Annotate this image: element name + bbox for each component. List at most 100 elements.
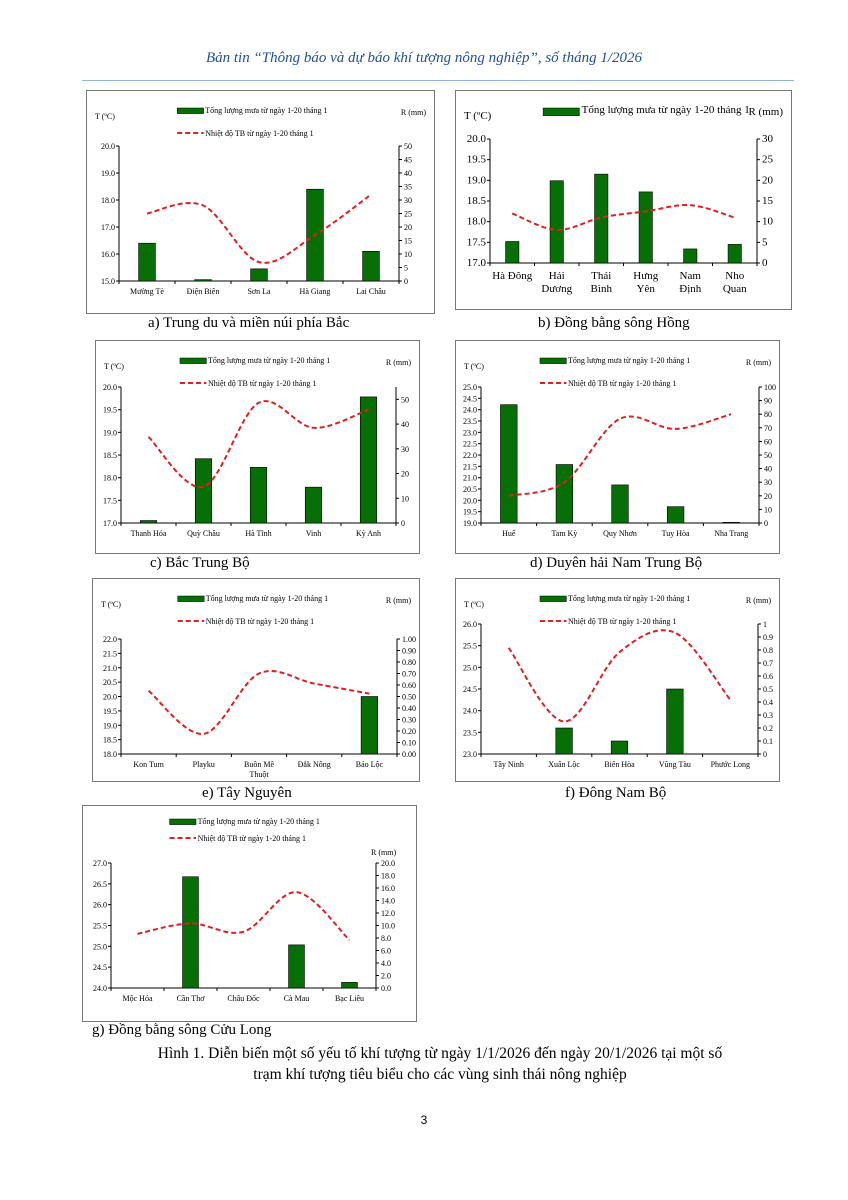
left-tick-label: 21.0	[103, 664, 117, 673]
right-tick-label: 0.3	[763, 711, 773, 720]
chart-f: 23.0 23.5 24.0 24.5 25.0 25.5 26.0 0 0.1 0.2 0.3 0.…	[455, 578, 780, 782]
left-tick-label: 19.0	[463, 519, 477, 528]
legend-rain-label: Tổng lượng mưa từ ngày 1-20 tháng 1	[205, 106, 327, 115]
right-tick-label: 30	[762, 133, 774, 145]
left-tick-label: 24.5	[463, 685, 477, 694]
category-label: Buôn Mê Thuột	[244, 760, 274, 779]
left-tick-label: 27.0	[93, 859, 107, 868]
right-tick-label: 0	[764, 519, 768, 528]
chart-svg: 23.0 23.5 24.0 24.5 25.0 25.5 26.0 0 0.1 0.2 0.3 0.…	[463, 594, 773, 769]
left-tick-label: 19.0	[467, 174, 487, 186]
legend-rain-label: Tổng lượng mưa từ ngày 1-20 tháng 1	[198, 817, 320, 826]
chart-svg: 15.0 16.0 17.0 18.0 19.0 20.0 0 5 10 15 20 25 30 35 40…	[95, 106, 426, 296]
legend-temp-label: Nhiệt độ TB từ ngày 1-20 tháng 1	[568, 617, 676, 626]
rain-bar	[611, 484, 629, 524]
right-tick-label: 0.90	[402, 647, 416, 656]
right-tick-label: 40	[404, 169, 412, 178]
right-tick-label: 90	[764, 397, 772, 406]
category-label-line: Xuân Lộc	[548, 760, 580, 769]
category-label-line: Kon Tum	[133, 760, 164, 769]
category-label-line: Thanh Hóa	[131, 529, 167, 538]
left-tick-label: 23.5	[463, 417, 477, 426]
right-tick-label: 0	[763, 750, 767, 759]
legend-rain-label: Tổng lượng mưa từ ngày 1-20 tháng 1	[206, 594, 328, 603]
right-tick-label: 5	[404, 264, 408, 273]
rain-bar	[139, 520, 158, 524]
right-tick-label: 12.0	[381, 909, 395, 918]
right-tick-label: 6.0	[381, 947, 391, 956]
left-tick-label: 18.5	[103, 736, 117, 745]
rain-bar	[194, 458, 213, 524]
right-tick-label: 0.9	[763, 633, 773, 642]
category-label: Kon Tum	[133, 760, 164, 769]
category-label-line: Quan	[723, 283, 747, 295]
category-label-line: Hà Tĩnh	[245, 529, 271, 538]
category-label: Hải Dương	[541, 270, 572, 295]
category-label-line: Bảo Lộc	[356, 760, 384, 769]
left-tick-label: 23.5	[463, 728, 477, 737]
chart-svg: 17.0 17.5 18.0 18.5 19.0 19.5 20.0 0 5 10 15 20 25 30…	[464, 104, 783, 295]
rain-bar	[727, 244, 742, 264]
temperature-line	[146, 193, 372, 264]
category-label-line: Mường Tè	[130, 287, 164, 296]
rain-bar	[555, 464, 574, 524]
left-tick-label: 25.0	[93, 942, 107, 951]
left-tick-label: 22.5	[463, 440, 477, 449]
right-tick-label: 10.0	[381, 922, 395, 931]
right-tick-label: 0.00	[402, 750, 416, 759]
category-label: Đắk Nông	[298, 760, 331, 769]
legend-temp-label: Nhiệt độ TB từ ngày 1-20 tháng 1	[208, 379, 316, 388]
category-label-line: Bình	[591, 283, 613, 295]
category-label: Tuy Hòa	[662, 529, 690, 538]
right-tick-label: 4.0	[381, 959, 391, 968]
right-tick-label: 0.20	[402, 727, 416, 736]
left-tick-label: 25.0	[463, 383, 477, 392]
category-label-line: Thái	[591, 270, 611, 282]
temperature-line	[508, 413, 732, 497]
legend-rain-label: Tổng lượng mưa từ ngày 1-20 tháng 1	[582, 104, 750, 116]
right-tick-label: 0	[401, 519, 405, 528]
left-axis-title: T (ºC)	[464, 600, 484, 609]
right-tick-label: 1.00	[402, 635, 416, 644]
left-tick-label: 26.0	[93, 901, 107, 910]
left-tick-label: 18.0	[103, 750, 117, 759]
rain-bar	[138, 242, 156, 282]
left-tick-label: 18.0	[101, 196, 115, 205]
left-tick-label: 17.0	[103, 519, 117, 528]
chart-svg: 24.0 24.5 25.0 25.5 26.0 26.5 27.0 0.0 2.0 4.0 6.0…	[93, 817, 396, 1003]
right-tick-label: 50	[764, 451, 772, 460]
left-axis-title: T (ºC)	[104, 362, 124, 371]
category-label: Mộc Hóa	[123, 994, 153, 1003]
category-label: Thanh Hóa	[131, 529, 167, 538]
category-label-line: Lai Châu	[356, 287, 386, 296]
right-tick-label: 80	[764, 410, 772, 419]
chart-d: 19.0 19.5 20.0 20.5 21.0 21.5 22.0 22.5 23.0 23.5…	[455, 340, 780, 554]
left-tick-label: 21.5	[103, 649, 117, 658]
left-tick-label: 20.5	[103, 678, 117, 687]
header-divider	[82, 80, 794, 81]
right-axis-title: R (mm)	[401, 108, 426, 117]
right-tick-label: 30	[764, 478, 772, 487]
right-tick-label: 10	[401, 494, 409, 503]
chart-svg: 18.0 18.5 19.0 19.5 20.0 20.5 21.0 21.5 22.0 0.00…	[101, 594, 416, 779]
left-tick-label: 19.5	[103, 707, 117, 716]
legend-temp-label: Nhiệt độ TB từ ngày 1-20 tháng 1	[198, 834, 306, 843]
left-tick-label: 25.0	[463, 663, 477, 672]
rain-bar	[505, 241, 520, 264]
temperature-line	[147, 400, 369, 488]
left-tick-label: 20.5	[463, 485, 477, 494]
right-tick-label: 0.8	[763, 646, 773, 655]
figure-caption-line2: trạm khí tượng tiêu biểu cho các vùng si…	[253, 1066, 627, 1083]
category-label: Nha Trang	[714, 529, 748, 538]
rain-bar	[182, 876, 199, 989]
category-label-line: Tam Kỳ	[551, 529, 577, 538]
left-tick-label: 18.5	[103, 451, 117, 460]
left-tick-label: 20.0	[467, 133, 487, 145]
right-tick-label: 0.0	[381, 984, 391, 993]
legend-rain-swatch	[539, 595, 567, 602]
category-label: Thái Bình	[591, 270, 613, 295]
right-tick-label: 40	[401, 420, 409, 429]
right-tick-label: 0	[404, 277, 408, 286]
rain-bar	[594, 173, 609, 264]
right-tick-label: 15	[404, 237, 412, 246]
